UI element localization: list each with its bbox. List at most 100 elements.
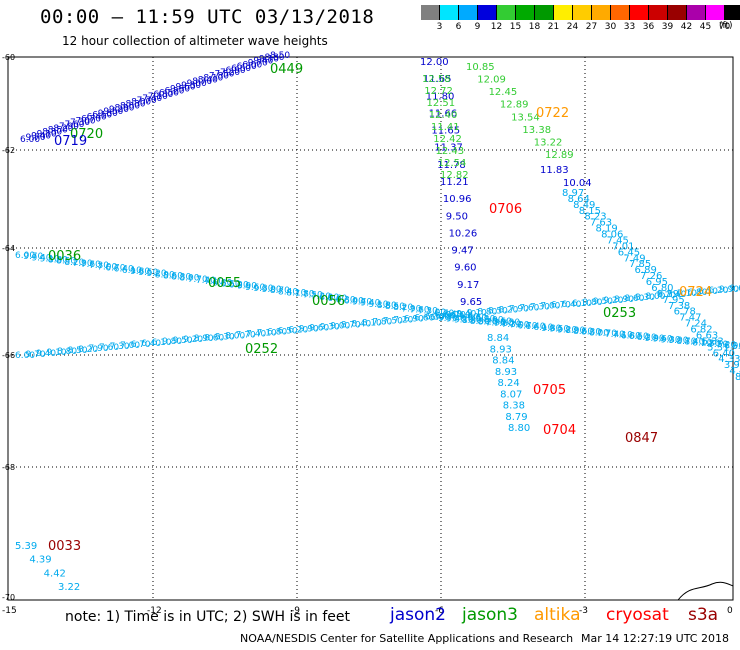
track-label: 11.65 bbox=[431, 126, 460, 137]
swath-label-cyan: 9.20 bbox=[603, 296, 623, 306]
colorbar-swatch bbox=[687, 5, 706, 20]
swath-label-cyan: 7.90 bbox=[73, 259, 93, 269]
swath-label-cyan: 6.00 bbox=[344, 296, 364, 306]
swath-label-cyan: 7.20 bbox=[393, 316, 413, 326]
colorbar-label: 30 bbox=[604, 22, 617, 32]
swath-label-jason2: 6.30 bbox=[237, 62, 257, 72]
map-frame bbox=[7, 56, 734, 601]
swath-label-cyan: 8.80 bbox=[57, 347, 77, 357]
swath-label-cyan: 8.70 bbox=[676, 337, 696, 347]
track-label: 9.65 bbox=[460, 297, 482, 308]
legend-item-jason2: jason2 bbox=[390, 605, 446, 625]
swath-label-cyan: 9.60 bbox=[245, 283, 265, 293]
swath-label-cyan: 6.70 bbox=[517, 321, 537, 331]
swath-label-cyan: 6.50 bbox=[698, 287, 718, 297]
swath-label-cyan: 7.80 bbox=[700, 339, 720, 349]
swath-label-cyan: 6.50 bbox=[629, 332, 649, 342]
swath-label-cyan: 8.10 bbox=[692, 338, 712, 348]
swath-label-cyan: 6.00 bbox=[430, 313, 450, 323]
swath-label-cyan: 6.50 bbox=[221, 279, 241, 289]
track-label: 4.47 bbox=[729, 366, 740, 377]
generation-timestamp: Mar 14 12:27:19 UTC 2018 bbox=[581, 632, 729, 645]
footer-note: note: 1) Time is in UTC; 2) SWH is in fe… bbox=[65, 609, 351, 625]
swath-label-cyan: 7.60 bbox=[494, 319, 514, 329]
swath-label-cyan: 9.40 bbox=[446, 315, 466, 325]
swath-label-cyan: 8.10 bbox=[286, 288, 306, 298]
y-tick-label: -70 bbox=[2, 593, 15, 602]
colorbar-label: 45 bbox=[699, 22, 712, 32]
swath-label-jason2: 9.00 bbox=[187, 79, 207, 89]
track-label: 12.89 bbox=[545, 150, 574, 161]
track-label: 12.09 bbox=[477, 75, 506, 86]
track-label: 6.78 bbox=[674, 307, 696, 318]
swath-label-cyan: 9.40 bbox=[31, 253, 51, 263]
track-label: 10.04 bbox=[563, 178, 592, 189]
swath-label-cyan: 6.00 bbox=[435, 312, 455, 322]
swath-label-cyan: 6.90 bbox=[404, 315, 424, 325]
track-label: 3.22 bbox=[58, 582, 80, 593]
track-label: 12.43 bbox=[436, 146, 465, 157]
swath-label-jason2: 9.10 bbox=[259, 55, 279, 65]
swath-label-cyan: 6.70 bbox=[551, 301, 571, 311]
time-label: 0719 bbox=[54, 134, 87, 149]
swath-label-cyan: 9.00 bbox=[668, 336, 688, 346]
colorbar-label: 70 bbox=[718, 22, 731, 32]
track-label: 8.15 bbox=[579, 206, 601, 217]
swath-label-cyan: 6.20 bbox=[708, 286, 728, 296]
swath-label-cyan: 7.60 bbox=[519, 304, 539, 314]
swath-label-jason2: 9.90 bbox=[170, 85, 190, 95]
swath-label-cyan: 9.60 bbox=[653, 335, 673, 345]
coastline bbox=[677, 581, 734, 601]
swath-label-cyan: 9.10 bbox=[368, 300, 388, 310]
time-label: 0724 bbox=[679, 285, 712, 300]
track-label: 12.89 bbox=[500, 100, 529, 111]
colorbar-swatch bbox=[611, 5, 630, 20]
colorbar-label: 42 bbox=[680, 22, 693, 32]
x-tick-label: -12 bbox=[147, 606, 162, 616]
swath-label-cyan: 9.40 bbox=[456, 310, 476, 320]
swath-label-jason2: 9.70 bbox=[248, 58, 268, 68]
swath-label-cyan: 6.50 bbox=[278, 326, 298, 336]
track-label: 12.42 bbox=[433, 134, 462, 145]
swath-label-cyan: 8.60 bbox=[204, 333, 224, 343]
swath-label-cyan: 6.30 bbox=[336, 295, 356, 305]
swath-label-cyan: 6.40 bbox=[561, 300, 581, 310]
swath-label-cyan: 9.50 bbox=[549, 325, 569, 335]
swath-label-cyan: 9.50 bbox=[173, 336, 193, 346]
track-label: 5.31 bbox=[707, 342, 729, 353]
colorbar-label: 24 bbox=[566, 22, 579, 32]
swath-label-cyan: 8.50 bbox=[68, 346, 88, 356]
swath-label-jason2: 7.10 bbox=[148, 92, 168, 102]
swath-label-cyan: 7.50 bbox=[708, 340, 728, 350]
colorbar-label: 33 bbox=[623, 22, 636, 32]
swath-label-cyan: 9.40 bbox=[360, 299, 380, 309]
swath-label-cyan: 7.10 bbox=[204, 277, 224, 287]
swath-label-cyan: 9.20 bbox=[557, 325, 577, 335]
swath-label-cyan: 7.60 bbox=[410, 306, 430, 316]
colorbar-swatch bbox=[706, 5, 725, 20]
track-label: 7.47 bbox=[679, 313, 701, 324]
legend-item-s3a: s3a bbox=[688, 605, 719, 625]
swath-label-cyan: 7.00 bbox=[426, 308, 446, 318]
swath-label-cyan: 6.00 bbox=[15, 251, 35, 261]
swath-label-cyan: 8.60 bbox=[624, 294, 644, 304]
colorbar-swatch bbox=[573, 5, 592, 20]
swath-label-cyan: 9.80 bbox=[162, 337, 182, 347]
track-label: 8.97 bbox=[562, 188, 584, 199]
swath-label-cyan: 9.90 bbox=[237, 282, 257, 292]
map-subtitle: 12 hour collection of altimeter wave hei… bbox=[62, 34, 328, 48]
swath-label-cyan: 6.20 bbox=[229, 281, 249, 291]
swath-label-jason2: 8.50 bbox=[48, 126, 68, 136]
swath-label-cyan: 9.60 bbox=[729, 284, 740, 294]
track-label: 8.24 bbox=[498, 378, 520, 389]
swath-label-cyan: 9.70 bbox=[438, 314, 458, 324]
swath-label-jason2: 9.40 bbox=[31, 131, 51, 141]
track-label: 9.17 bbox=[457, 280, 479, 291]
swath-label-cyan: 8.30 bbox=[581, 328, 601, 338]
swath-label-cyan: 7.10 bbox=[677, 289, 697, 299]
swath-label-cyan: 9.80 bbox=[582, 298, 602, 308]
track-label: 9.60 bbox=[454, 263, 476, 274]
x-tick-label: 0 bbox=[727, 606, 733, 616]
swath-label-cyan: 8.90 bbox=[614, 295, 634, 305]
swath-label-jason2: 9.50 bbox=[103, 107, 123, 117]
